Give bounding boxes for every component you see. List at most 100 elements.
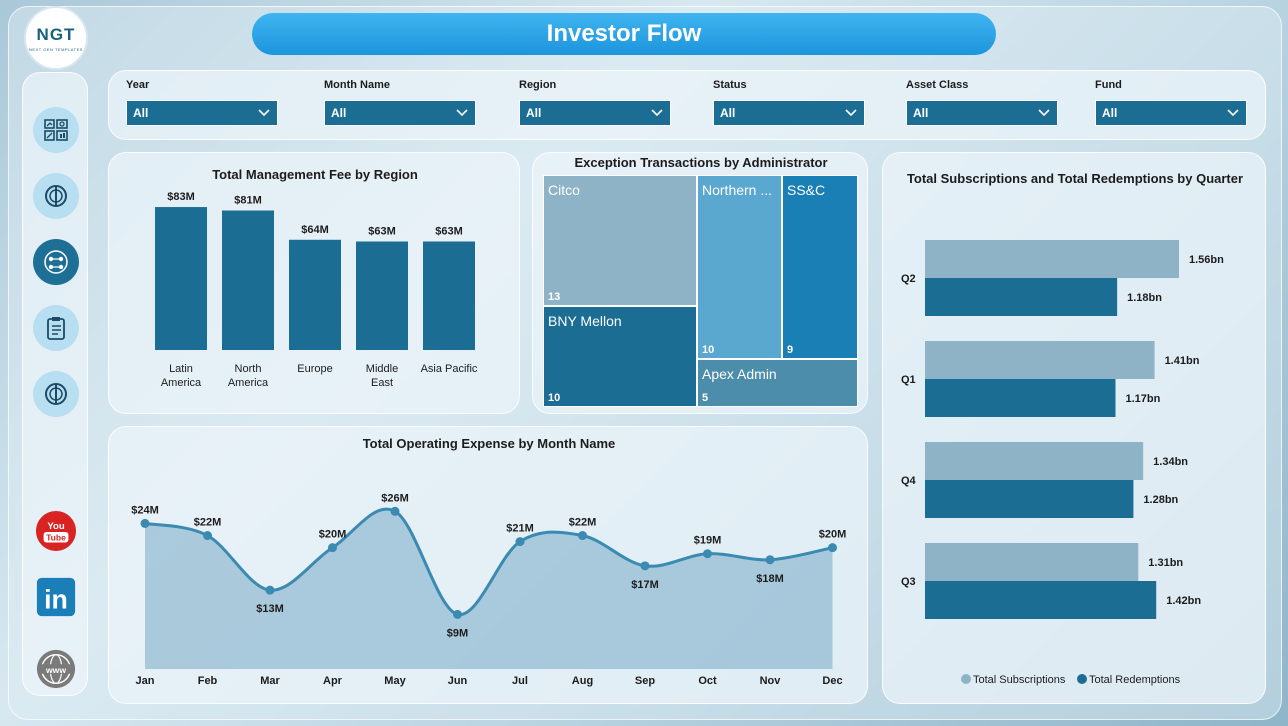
treemap-value: 10 <box>548 392 561 404</box>
filter-dropdown[interactable]: All <box>906 100 1058 126</box>
svg-text:Latin: Latin <box>169 363 193 375</box>
filter-bar: Year All Month Name All Region All Statu… <box>108 70 1266 140</box>
filter-label: Fund <box>1095 79 1122 91</box>
opex-data-label: $17M <box>631 579 659 591</box>
bar-mgmt-fee[interactable] <box>289 239 341 350</box>
treemap-cell-northern[interactable]: Northern ... 10 <box>697 175 782 359</box>
month-tick-label: Oct <box>698 675 717 687</box>
bar-data-label: $63M <box>368 226 396 238</box>
opex-data-label: $21M <box>506 523 534 535</box>
svg-text:Europe: Europe <box>297 363 332 375</box>
opex-data-label: $22M <box>569 517 597 529</box>
logo: NGT NEXT GEN TEMPLATES <box>24 6 88 70</box>
filter-dropdown[interactable]: All <box>126 100 278 126</box>
bar-redemptions[interactable] <box>925 480 1134 518</box>
opex-data-label: $18M <box>756 573 784 585</box>
page-title: Investor Flow <box>252 13 996 55</box>
bar-mgmt-fee[interactable] <box>222 210 274 351</box>
legend-label: Total Redemptions <box>1089 674 1181 686</box>
bar-subscriptions[interactable] <box>925 442 1144 480</box>
bar-mgmt-fee[interactable] <box>155 207 207 350</box>
bar-data-label: 1.17bn <box>1126 393 1161 405</box>
sidebar-item-clipboard[interactable] <box>33 305 79 351</box>
youtube-link[interactable]: You Tube <box>34 509 78 553</box>
website-link[interactable]: www <box>34 647 78 691</box>
linkedin-link[interactable]: in <box>34 575 78 619</box>
bar-data-label: $64M <box>301 224 329 236</box>
globe-icon: www <box>36 649 76 689</box>
bar-mgmt-fee[interactable] <box>356 241 408 351</box>
category-label: Asia Pacific <box>421 363 478 375</box>
bar-subscriptions[interactable] <box>925 240 1179 278</box>
treemap-cell-ssc[interactable]: SS&C 9 <box>782 175 858 359</box>
treemap-label: Apex Admin <box>702 366 777 382</box>
opex-point[interactable] <box>578 531 587 541</box>
legend-label: Total Subscriptions <box>973 674 1066 686</box>
opex-point[interactable] <box>140 518 150 528</box>
sidebar-item-dashboard[interactable] <box>33 107 79 153</box>
bar-data-label: 1.56bn <box>1189 254 1224 266</box>
filter-dropdown[interactable]: All <box>324 100 476 126</box>
opex-point[interactable] <box>515 537 525 547</box>
bar-subscriptions[interactable] <box>925 341 1155 379</box>
bar-data-label: 1.28bn <box>1143 494 1178 506</box>
chevron-down-icon <box>1038 109 1050 117</box>
opex-point[interactable] <box>328 543 337 553</box>
sidebar-item-team[interactable] <box>33 239 79 285</box>
filter-value: All <box>133 106 149 120</box>
svg-text:America: America <box>161 377 202 389</box>
dashboard-icon <box>44 119 68 141</box>
filter-month: Month Name All <box>324 79 476 126</box>
logo-subtext: NEXT GEN TEMPLATES <box>29 46 83 52</box>
quarter-label: Q1 <box>901 374 916 386</box>
treemap-cell-bny-mellon[interactable]: BNY Mellon 10 <box>543 306 697 407</box>
filter-dropdown[interactable]: All <box>1095 100 1247 126</box>
bar-redemptions[interactable] <box>925 278 1118 316</box>
opex-point[interactable] <box>203 531 212 541</box>
linkedin-icon: in <box>36 577 76 617</box>
bar-data-label: 1.31bn <box>1148 557 1183 569</box>
bar-subscriptions[interactable] <box>925 543 1139 581</box>
treemap-cell-citco[interactable]: Citco 13 <box>543 175 697 306</box>
opex-point[interactable] <box>703 549 712 559</box>
sidebar-item-compass-2[interactable] <box>33 371 79 417</box>
bar-mgmt-fee[interactable] <box>423 241 475 351</box>
opex-point[interactable] <box>265 585 275 595</box>
opex-data-label: $20M <box>819 529 847 541</box>
filter-asset-class: Asset Class All <box>906 79 1058 126</box>
opex-point[interactable] <box>453 609 462 619</box>
svg-text:Asia Pacific: Asia Pacific <box>421 363 478 375</box>
svg-text:Tube: Tube <box>46 533 66 543</box>
subs-card: Total Subscriptions and Total Redemption… <box>882 152 1266 704</box>
team-icon <box>44 250 68 274</box>
quarter-label: Q3 <box>901 576 916 588</box>
month-tick-label: Aug <box>572 675 593 687</box>
treemap-label: BNY Mellon <box>548 313 622 329</box>
opex-point[interactable] <box>765 555 775 565</box>
treemap-cell-apex-admin[interactable]: Apex Admin 5 <box>697 359 858 407</box>
filter-dropdown[interactable]: All <box>519 100 671 126</box>
exceptions-card: Exception Transactions by Administrator … <box>532 152 868 414</box>
quarter-label: Q2 <box>901 273 916 285</box>
month-tick-label: Jan <box>136 675 155 687</box>
filter-value: All <box>331 106 347 120</box>
bar-redemptions[interactable] <box>925 581 1157 619</box>
filter-label: Status <box>713 79 747 91</box>
opex-point[interactable] <box>390 506 400 516</box>
bar-redemptions[interactable] <box>925 379 1116 417</box>
legend-marker <box>961 674 971 684</box>
month-tick-label: May <box>384 675 406 687</box>
chevron-down-icon <box>1227 109 1239 117</box>
opex-point[interactable] <box>828 543 837 553</box>
subs-title: Total Subscriptions and Total Redemption… <box>906 171 1244 186</box>
treemap-label: Citco <box>548 182 580 198</box>
mgmt-fee-title: Total Management Fee by Region <box>212 167 418 182</box>
svg-text:www: www <box>45 665 66 675</box>
opex-point[interactable] <box>640 561 650 571</box>
treemap-label: Northern ... <box>702 182 773 198</box>
filter-dropdown[interactable]: All <box>713 100 865 126</box>
filter-label: Month Name <box>324 79 390 91</box>
opex-data-label: $26M <box>381 492 409 504</box>
opex-card: Total Operating Expense by Month Name $2… <box>108 426 868 704</box>
sidebar-item-compass[interactable] <box>33 173 79 219</box>
